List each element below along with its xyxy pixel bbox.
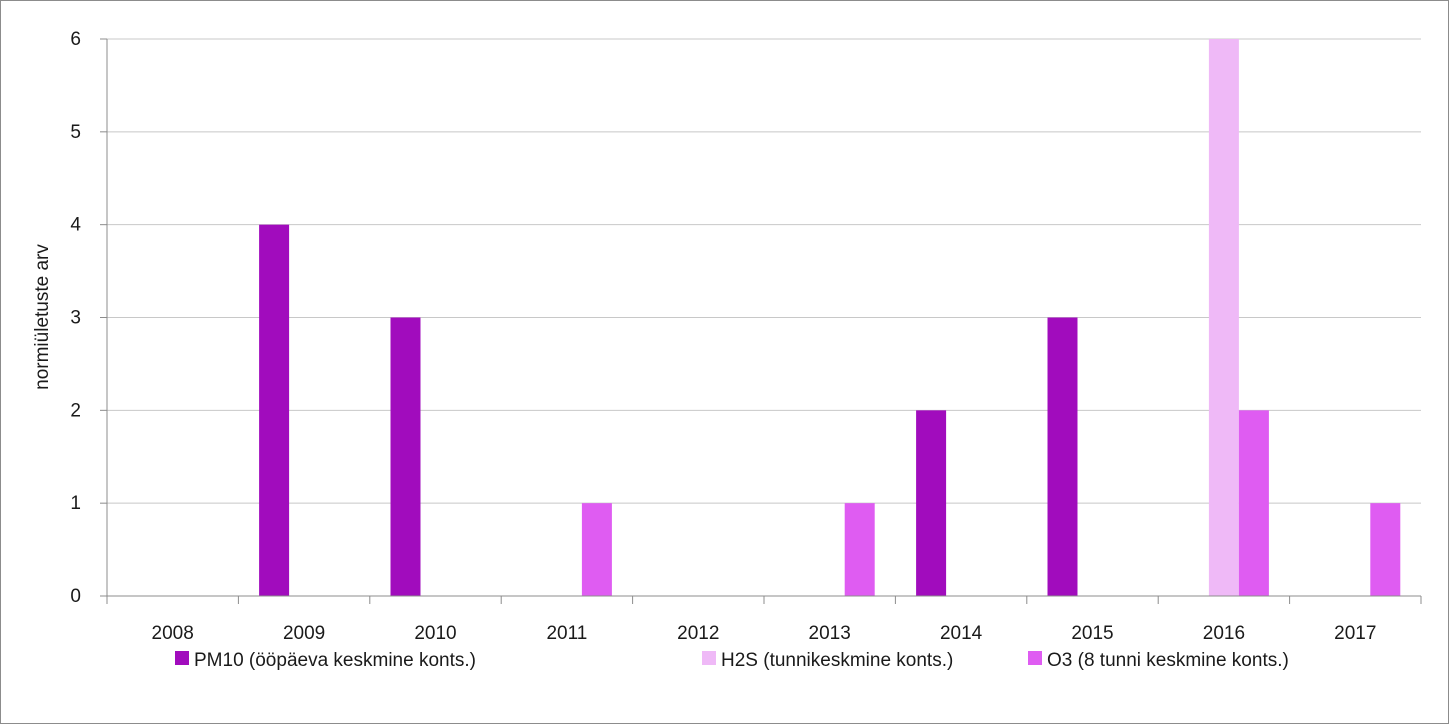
y-tick-label: 6 [70,29,81,50]
x-tick-label: 2011 [546,623,587,644]
x-tick-label: 2008 [152,623,194,644]
bar-o3-2011 [581,503,612,596]
y-tick-label: 3 [70,308,81,329]
x-tick-labels: 2008 2009 2010 2011 2012 2013 2014 2015 2016 2017 [152,623,1377,644]
legend-swatch [1028,651,1042,665]
y-tick-label: 1 [70,493,81,514]
axes [100,38,1422,604]
y-tick-label: 4 [70,215,81,236]
y-axis-title: normiületuste arv [32,244,53,390]
x-tick-label: 2012 [677,623,719,644]
bar-h2s-2016 [1208,39,1239,596]
bar-o3-2017 [1370,503,1401,596]
x-tick-label: 2014 [940,623,983,644]
bar-pm10-2009 [259,224,290,596]
x-tick-label: 2010 [414,623,456,644]
x-tick-label: 2013 [809,623,851,644]
gridlines [107,38,1421,504]
bar-pm10-2015 [1047,317,1078,596]
y-tick-labels: 0 1 2 3 4 5 6 [70,29,81,607]
bar-o3-2016 [1238,410,1269,596]
y-tick-label: 0 [70,586,81,607]
y-tick-label: 5 [70,122,81,143]
bar-pm10-2010 [390,317,421,596]
x-tick-label: 2017 [1334,623,1376,644]
x-tick-label: 2016 [1203,623,1245,644]
y-tick-label: 2 [70,400,81,421]
legend: PM10 (ööpäeva keskmine konts.) H2S (tunni… [175,650,1289,671]
bars [259,39,1401,596]
legend-swatch [175,651,189,665]
legend-label: H2S (tunnikeskmine konts.) [721,650,953,671]
bar-pm10-2014 [916,410,947,596]
x-tick-label: 2009 [283,623,325,644]
legend-label: O3 (8 tunni keskmine konts.) [1047,650,1289,671]
x-tick-label: 2015 [1071,623,1113,644]
legend-item: H2S (tunnikeskmine konts.) [702,650,953,671]
bar-o3-2013 [844,503,875,596]
legend-item: O3 (8 tunni keskmine konts.) [1028,650,1289,671]
legend-label: PM10 (ööpäeva keskmine konts.) [194,650,476,671]
legend-swatch [702,651,716,665]
legend-item: PM10 (ööpäeva keskmine konts.) [175,650,476,671]
